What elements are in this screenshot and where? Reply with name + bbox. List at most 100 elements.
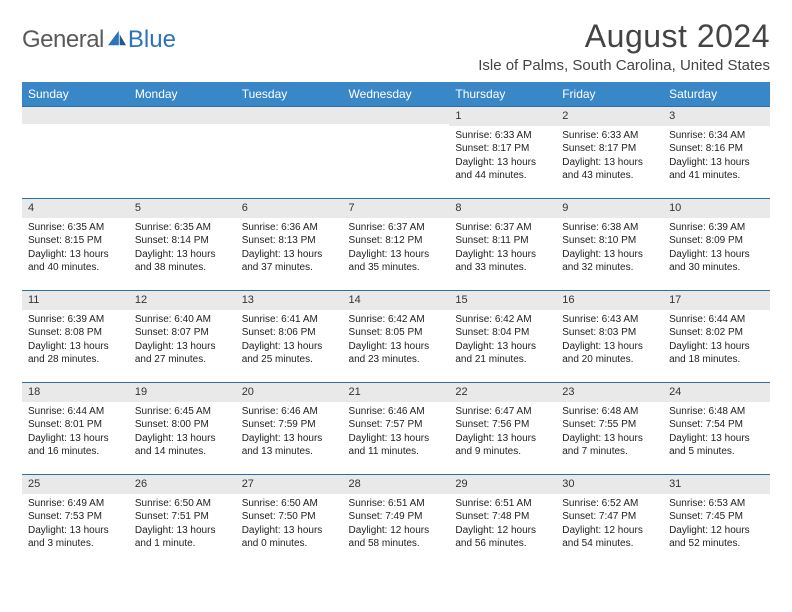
daylight-line: Daylight: 13 hours and 30 minutes.	[669, 248, 764, 275]
daylight-line: Daylight: 13 hours and 37 minutes.	[242, 248, 337, 275]
sunrise-line: Sunrise: 6:48 AM	[562, 405, 657, 419]
calendar-day-cell	[22, 106, 129, 198]
day-number: 31	[663, 474, 770, 494]
day-details: Sunrise: 6:44 AMSunset: 8:02 PMDaylight:…	[663, 310, 770, 371]
daylight-line: Daylight: 13 hours and 23 minutes.	[349, 340, 444, 367]
empty-daynum-bar	[22, 106, 129, 124]
day-details: Sunrise: 6:47 AMSunset: 7:56 PMDaylight:…	[449, 402, 556, 463]
calendar-day-cell: 16Sunrise: 6:43 AMSunset: 8:03 PMDayligh…	[556, 290, 663, 382]
calendar-week-row: 1Sunrise: 6:33 AMSunset: 8:17 PMDaylight…	[22, 106, 770, 198]
sunrise-line: Sunrise: 6:43 AM	[562, 313, 657, 327]
sunset-line: Sunset: 8:15 PM	[28, 234, 123, 248]
daylight-line: Daylight: 13 hours and 44 minutes.	[455, 156, 550, 183]
sunset-line: Sunset: 8:12 PM	[349, 234, 444, 248]
calendar-day-cell: 8Sunrise: 6:37 AMSunset: 8:11 PMDaylight…	[449, 198, 556, 290]
calendar-body: 1Sunrise: 6:33 AMSunset: 8:17 PMDaylight…	[22, 106, 770, 566]
day-details: Sunrise: 6:50 AMSunset: 7:51 PMDaylight:…	[129, 494, 236, 555]
sunrise-line: Sunrise: 6:46 AM	[242, 405, 337, 419]
sunrise-line: Sunrise: 6:51 AM	[349, 497, 444, 511]
day-number: 22	[449, 382, 556, 402]
logo-sail-icon	[106, 29, 128, 47]
sunset-line: Sunset: 8:05 PM	[349, 326, 444, 340]
sunset-line: Sunset: 7:45 PM	[669, 510, 764, 524]
daylight-line: Daylight: 12 hours and 52 minutes.	[669, 524, 764, 551]
empty-daynum-bar	[129, 106, 236, 124]
calendar-day-cell: 11Sunrise: 6:39 AMSunset: 8:08 PMDayligh…	[22, 290, 129, 382]
day-number: 30	[556, 474, 663, 494]
logo: General Blue	[22, 18, 176, 54]
daylight-line: Daylight: 13 hours and 9 minutes.	[455, 432, 550, 459]
month-title: August 2024	[478, 18, 770, 55]
calendar-day-cell: 7Sunrise: 6:37 AMSunset: 8:12 PMDaylight…	[343, 198, 450, 290]
location-subtitle: Isle of Palms, South Carolina, United St…	[478, 57, 770, 74]
day-number: 15	[449, 290, 556, 310]
calendar-day-cell: 10 Sunrise: 6:39 AMSunset: 8:09 PMDayligh…	[663, 198, 770, 290]
day-number: 25	[22, 474, 129, 494]
daylight-line: Daylight: 13 hours and 32 minutes.	[562, 248, 657, 275]
day-number: 10	[663, 198, 770, 218]
day-details: Sunrise: 6:37 AMSunset: 8:12 PMDaylight:…	[343, 218, 450, 279]
sunset-line: Sunset: 8:17 PM	[455, 142, 550, 156]
calendar-day-cell: 9Sunrise: 6:38 AMSunset: 8:10 PMDaylight…	[556, 198, 663, 290]
calendar-day-cell: 6Sunrise: 6:36 AMSunset: 8:13 PMDaylight…	[236, 198, 343, 290]
day-details: Sunrise: 6:41 AMSunset: 8:06 PMDaylight:…	[236, 310, 343, 371]
sunrise-line: Sunrise: 6:42 AM	[455, 313, 550, 327]
day-details: Sunrise: 6:40 AMSunset: 8:07 PMDaylight:…	[129, 310, 236, 371]
sunrise-line: Sunrise: 6:44 AM	[669, 313, 764, 327]
calendar-day-cell	[343, 106, 450, 198]
day-details: Sunrise: 6:46 AMSunset: 7:57 PMDaylight:…	[343, 402, 450, 463]
day-number: 17	[663, 290, 770, 310]
daylight-line: Daylight: 13 hours and 20 minutes.	[562, 340, 657, 367]
sunset-line: Sunset: 8:00 PM	[135, 418, 230, 432]
sunrise-line: Sunrise: 6:50 AM	[135, 497, 230, 511]
sunrise-line: Sunrise: 6:40 AM	[135, 313, 230, 327]
daylight-line: Daylight: 13 hours and 5 minutes.	[669, 432, 764, 459]
day-number: 11	[22, 290, 129, 310]
sunset-line: Sunset: 8:09 PM	[669, 234, 764, 248]
daylight-line: Daylight: 13 hours and 16 minutes.	[28, 432, 123, 459]
calendar-day-cell: 27Sunrise: 6:50 AMSunset: 7:50 PMDayligh…	[236, 474, 343, 566]
daylight-line: Daylight: 12 hours and 56 minutes.	[455, 524, 550, 551]
day-details: Sunrise: 6:51 AMSunset: 7:48 PMDaylight:…	[449, 494, 556, 555]
day-details: Sunrise: 6:52 AMSunset: 7:47 PMDaylight:…	[556, 494, 663, 555]
sunset-line: Sunset: 7:51 PM	[135, 510, 230, 524]
daylight-line: Daylight: 13 hours and 21 minutes.	[455, 340, 550, 367]
empty-daynum-bar	[236, 106, 343, 124]
sunrise-line: Sunrise: 6:53 AM	[669, 497, 764, 511]
day-details: Sunrise: 6:48 AMSunset: 7:55 PMDaylight:…	[556, 402, 663, 463]
sunrise-line: Sunrise: 6:34 AM	[669, 129, 764, 143]
sunset-line: Sunset: 8:14 PM	[135, 234, 230, 248]
header: General Blue August 2024 Isle of Palms, …	[22, 18, 770, 74]
day-details: Sunrise: 6:37 AMSunset: 8:11 PMDaylight:…	[449, 218, 556, 279]
sunrise-line: Sunrise: 6:37 AM	[455, 221, 550, 235]
day-details: Sunrise: 6:42 AMSunset: 8:04 PMDaylight:…	[449, 310, 556, 371]
sunset-line: Sunset: 8:04 PM	[455, 326, 550, 340]
calendar-day-cell: 20Sunrise: 6:46 AMSunset: 7:59 PMDayligh…	[236, 382, 343, 474]
day-number: 1	[449, 106, 556, 126]
day-number: 7	[343, 198, 450, 218]
sunrise-line: Sunrise: 6:39 AM	[669, 221, 764, 235]
sunrise-line: Sunrise: 6:39 AM	[28, 313, 123, 327]
sunrise-line: Sunrise: 6:45 AM	[135, 405, 230, 419]
logo-text-general: General	[22, 26, 104, 54]
calendar-day-cell: 14Sunrise: 6:42 AMSunset: 8:05 PMDayligh…	[343, 290, 450, 382]
day-details: Sunrise: 6:49 AMSunset: 7:53 PMDaylight:…	[22, 494, 129, 555]
sunset-line: Sunset: 7:54 PM	[669, 418, 764, 432]
day-number: 18	[22, 382, 129, 402]
sunrise-line: Sunrise: 6:49 AM	[28, 497, 123, 511]
sunset-line: Sunset: 7:49 PM	[349, 510, 444, 524]
day-details: Sunrise: 6:34 AMSunset: 8:16 PMDaylight:…	[663, 126, 770, 187]
calendar-day-cell: 29Sunrise: 6:51 AMSunset: 7:48 PMDayligh…	[449, 474, 556, 566]
calendar-day-cell: 1Sunrise: 6:33 AMSunset: 8:17 PMDaylight…	[449, 106, 556, 198]
calendar-day-cell: 25Sunrise: 6:49 AMSunset: 7:53 PMDayligh…	[22, 474, 129, 566]
daylight-line: Daylight: 13 hours and 0 minutes.	[242, 524, 337, 551]
calendar-day-cell: 13Sunrise: 6:41 AMSunset: 8:06 PMDayligh…	[236, 290, 343, 382]
day-number: 26	[129, 474, 236, 494]
day-details: Sunrise: 6:35 AMSunset: 8:14 PMDaylight:…	[129, 218, 236, 279]
calendar-week-row: 11Sunrise: 6:39 AMSunset: 8:08 PMDayligh…	[22, 290, 770, 382]
calendar-day-cell: 15Sunrise: 6:42 AMSunset: 8:04 PMDayligh…	[449, 290, 556, 382]
calendar-day-cell	[129, 106, 236, 198]
day-number: 20	[236, 382, 343, 402]
sunset-line: Sunset: 8:16 PM	[669, 142, 764, 156]
sunrise-line: Sunrise: 6:35 AM	[28, 221, 123, 235]
